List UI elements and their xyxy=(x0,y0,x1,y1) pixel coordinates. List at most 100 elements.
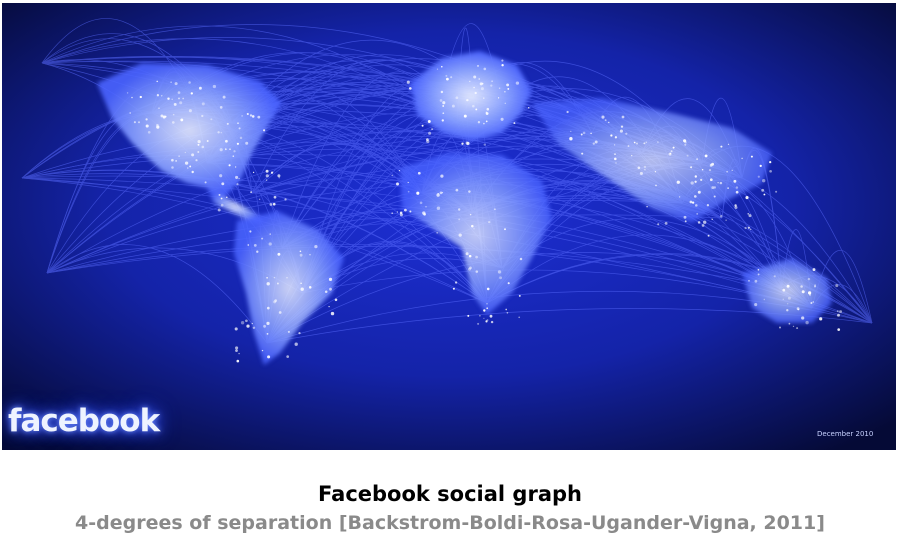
city-node xyxy=(439,99,443,102)
city-node xyxy=(735,186,739,189)
city-node xyxy=(270,171,274,174)
city-node xyxy=(249,114,253,117)
city-node xyxy=(251,322,253,325)
city-node xyxy=(233,150,236,153)
city-node xyxy=(701,168,704,171)
city-node xyxy=(272,202,276,206)
city-node xyxy=(468,254,472,258)
city-node xyxy=(273,276,276,279)
city-node xyxy=(235,346,239,350)
city-node xyxy=(247,244,250,246)
city-node xyxy=(235,175,239,179)
connection-line xyxy=(46,246,783,289)
city-node xyxy=(704,154,708,158)
city-node xyxy=(693,195,697,198)
city-node xyxy=(800,285,803,288)
caption-subtitle: 4-degrees of separation [Backstrom-Boldi… xyxy=(75,512,825,534)
city-node xyxy=(314,244,318,249)
city-node xyxy=(188,109,192,113)
city-node xyxy=(485,111,487,113)
city-node xyxy=(170,81,172,83)
city-node xyxy=(440,90,444,94)
city-node xyxy=(234,166,237,168)
city-node xyxy=(188,81,191,84)
city-node xyxy=(592,142,595,145)
city-node xyxy=(477,64,479,67)
city-node xyxy=(747,226,751,229)
city-node xyxy=(184,151,186,154)
city-node xyxy=(478,78,480,80)
city-node xyxy=(689,200,693,204)
city-node xyxy=(654,171,657,173)
city-node xyxy=(748,279,750,282)
city-node xyxy=(810,302,813,304)
city-node xyxy=(501,64,504,67)
city-node xyxy=(703,220,707,224)
city-node xyxy=(761,188,765,192)
city-node xyxy=(334,298,338,302)
city-node xyxy=(206,140,209,142)
city-node xyxy=(198,86,202,90)
city-node xyxy=(477,322,480,325)
city-node xyxy=(801,290,805,294)
city-node xyxy=(182,97,185,100)
city-node xyxy=(416,191,420,195)
city-node xyxy=(308,286,312,289)
city-node xyxy=(177,91,181,94)
city-node xyxy=(258,198,261,201)
city-node xyxy=(475,108,478,111)
city-node xyxy=(672,146,675,149)
city-node xyxy=(645,141,648,144)
city-node xyxy=(466,98,469,102)
city-node xyxy=(173,102,177,106)
city-node xyxy=(481,82,484,85)
city-node xyxy=(328,277,333,282)
city-node xyxy=(515,81,520,85)
city-node xyxy=(747,213,749,215)
city-node xyxy=(475,270,479,273)
city-node xyxy=(267,355,271,359)
city-node xyxy=(513,122,516,125)
city-node xyxy=(298,332,301,335)
city-node xyxy=(425,206,427,208)
city-node xyxy=(219,148,223,152)
city-node xyxy=(518,294,521,297)
city-node xyxy=(284,198,287,201)
city-node xyxy=(489,314,493,318)
city-node xyxy=(300,287,304,291)
city-node xyxy=(266,321,270,326)
city-node xyxy=(256,250,259,253)
city-node xyxy=(490,320,494,324)
city-node xyxy=(265,179,268,181)
city-node xyxy=(643,165,647,169)
city-node xyxy=(197,151,200,153)
city-node xyxy=(582,131,586,135)
city-node xyxy=(779,326,781,329)
city-node xyxy=(762,179,766,183)
connection-line xyxy=(41,37,473,84)
city-node xyxy=(504,102,507,105)
city-node xyxy=(637,166,641,170)
city-node xyxy=(639,171,643,175)
city-node xyxy=(744,226,747,230)
city-node xyxy=(472,104,475,108)
city-node xyxy=(468,190,471,193)
city-node xyxy=(708,168,712,172)
connection-line xyxy=(46,244,268,344)
city-node xyxy=(696,213,699,215)
city-node xyxy=(505,308,508,311)
city-node xyxy=(239,136,243,140)
city-node xyxy=(257,115,261,119)
city-node xyxy=(160,94,163,97)
city-node xyxy=(171,158,174,162)
city-node xyxy=(490,84,493,87)
city-node xyxy=(494,208,496,211)
city-node xyxy=(278,311,282,314)
city-node xyxy=(436,193,440,197)
city-node xyxy=(452,287,455,290)
city-node xyxy=(246,112,249,116)
city-node xyxy=(621,115,625,119)
city-node xyxy=(174,82,178,86)
city-node xyxy=(234,327,238,331)
city-node xyxy=(694,180,697,183)
